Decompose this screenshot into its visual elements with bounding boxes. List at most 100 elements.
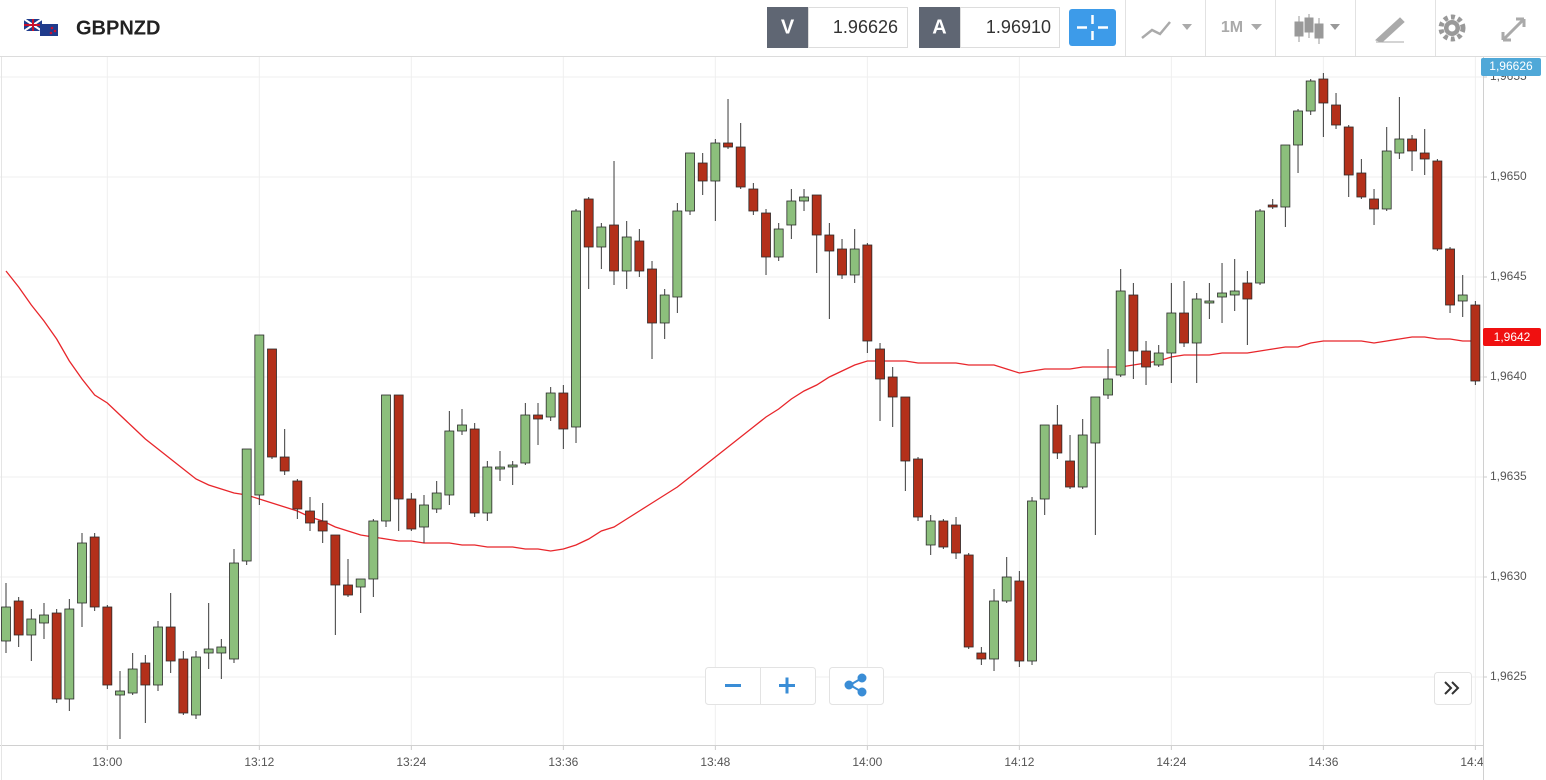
candle-body bbox=[659, 294, 670, 324]
candle-body bbox=[1065, 460, 1075, 488]
candle-body bbox=[1432, 160, 1443, 250]
candle-body bbox=[1331, 104, 1341, 126]
candle-body bbox=[773, 228, 784, 258]
candle-body bbox=[1267, 204, 1278, 208]
x-tick-label: 13:36 bbox=[548, 755, 578, 769]
candle-body bbox=[1077, 434, 1088, 488]
candle-body bbox=[1242, 282, 1253, 300]
candle-body bbox=[1318, 78, 1329, 104]
share-box[interactable] bbox=[829, 667, 884, 705]
ma-marker bbox=[1483, 328, 1541, 346]
candle-body bbox=[127, 668, 138, 694]
candle-body bbox=[849, 248, 860, 276]
x-tick-label: 14:00 bbox=[852, 755, 882, 769]
candle-body bbox=[89, 536, 100, 608]
candle-body bbox=[254, 334, 265, 496]
candle-body bbox=[431, 492, 442, 510]
candle-body bbox=[1343, 126, 1354, 176]
candle-body bbox=[1470, 304, 1481, 382]
zoom-in[interactable] bbox=[779, 677, 795, 694]
candle-body bbox=[1115, 290, 1126, 376]
chart-type-button[interactable] bbox=[1294, 14, 1340, 44]
indicator-button[interactable] bbox=[1141, 21, 1192, 39]
candle-body bbox=[279, 456, 290, 472]
settings-button[interactable] bbox=[1438, 14, 1466, 42]
candle-body bbox=[647, 268, 657, 324]
candle-body bbox=[672, 210, 683, 298]
y-tick-label: 1,9645 bbox=[1490, 269, 1527, 283]
y-axis-panel bbox=[1483, 57, 1546, 780]
candle-body bbox=[1204, 300, 1215, 304]
candle-body bbox=[355, 578, 366, 588]
candle-body bbox=[482, 466, 493, 514]
plot: 13:00 13:12 13:24 13:36 13:48 14:00 14:12 14:24… bbox=[0, 57, 1546, 780]
toolbar-separators bbox=[1125, 0, 1436, 56]
symbol: GBPNZD bbox=[76, 17, 160, 39]
candle-body bbox=[368, 520, 379, 580]
candle-body bbox=[64, 608, 75, 700]
y-tick-label: 1,9650 bbox=[1490, 169, 1527, 183]
candle-body bbox=[1356, 172, 1367, 198]
candle-body bbox=[381, 394, 391, 522]
candle-body bbox=[165, 626, 176, 662]
timeframe[interactable]: 1M bbox=[1221, 19, 1243, 36]
draw-button[interactable] bbox=[1375, 17, 1405, 43]
scroll-end-button[interactable] bbox=[1434, 672, 1472, 705]
candle-body bbox=[1103, 378, 1113, 396]
candle-body bbox=[887, 376, 898, 398]
candle-body bbox=[216, 646, 227, 654]
ask-label: A bbox=[932, 16, 946, 38]
candle-body bbox=[571, 210, 581, 428]
candle-body bbox=[938, 520, 949, 548]
candle-body bbox=[951, 524, 961, 554]
candle-body bbox=[558, 392, 569, 430]
candle-body bbox=[26, 618, 37, 636]
candle-body bbox=[393, 394, 404, 500]
bid-label: V bbox=[781, 16, 795, 38]
candle-body bbox=[1166, 312, 1177, 354]
candle-body bbox=[862, 244, 873, 342]
ma-marker-label: 1,9642 bbox=[1494, 330, 1531, 344]
candle-body bbox=[925, 520, 936, 546]
candle-body bbox=[761, 212, 771, 258]
ask-button[interactable] bbox=[919, 7, 960, 48]
x-tick-label: 14:12 bbox=[1004, 755, 1034, 769]
fullscreen-button[interactable] bbox=[1501, 17, 1526, 42]
candle-body bbox=[1407, 138, 1417, 152]
candle-body bbox=[1001, 576, 1012, 602]
bid-button[interactable] bbox=[767, 7, 808, 48]
candle-body bbox=[545, 392, 556, 418]
y-tick-label: 1,9625 bbox=[1490, 669, 1527, 683]
candle-body bbox=[710, 142, 721, 182]
candle-body bbox=[419, 504, 429, 528]
candle-body bbox=[1, 606, 11, 642]
candle-body bbox=[77, 542, 87, 604]
candle-body bbox=[837, 248, 847, 276]
x-tick-label: 13:00 bbox=[92, 755, 122, 769]
candle-body bbox=[976, 652, 987, 660]
candle-body bbox=[495, 466, 505, 470]
candle-body bbox=[824, 234, 835, 252]
candle-body bbox=[203, 648, 214, 654]
candle-body bbox=[900, 396, 911, 462]
crosshair-button[interactable] bbox=[1069, 9, 1116, 46]
ask-price: 1.96910 bbox=[986, 17, 1051, 37]
candle-body bbox=[1014, 580, 1025, 662]
candle-body bbox=[583, 198, 594, 248]
candle-body bbox=[267, 348, 277, 458]
x-tick-label: 13:12 bbox=[244, 755, 274, 769]
candle-body bbox=[241, 448, 252, 562]
candle-body bbox=[723, 142, 733, 148]
candle-body bbox=[533, 414, 543, 420]
timeframe-caret bbox=[1251, 24, 1262, 30]
candle-body bbox=[1217, 292, 1227, 298]
candle-body bbox=[634, 240, 645, 272]
candle-body bbox=[317, 520, 328, 532]
x-tick-label: 13:24 bbox=[396, 755, 426, 769]
candle-body bbox=[1052, 424, 1063, 454]
candle-body bbox=[1445, 248, 1455, 306]
candle-body bbox=[229, 562, 239, 660]
candle-body bbox=[1457, 294, 1468, 302]
candle-body bbox=[621, 236, 632, 272]
